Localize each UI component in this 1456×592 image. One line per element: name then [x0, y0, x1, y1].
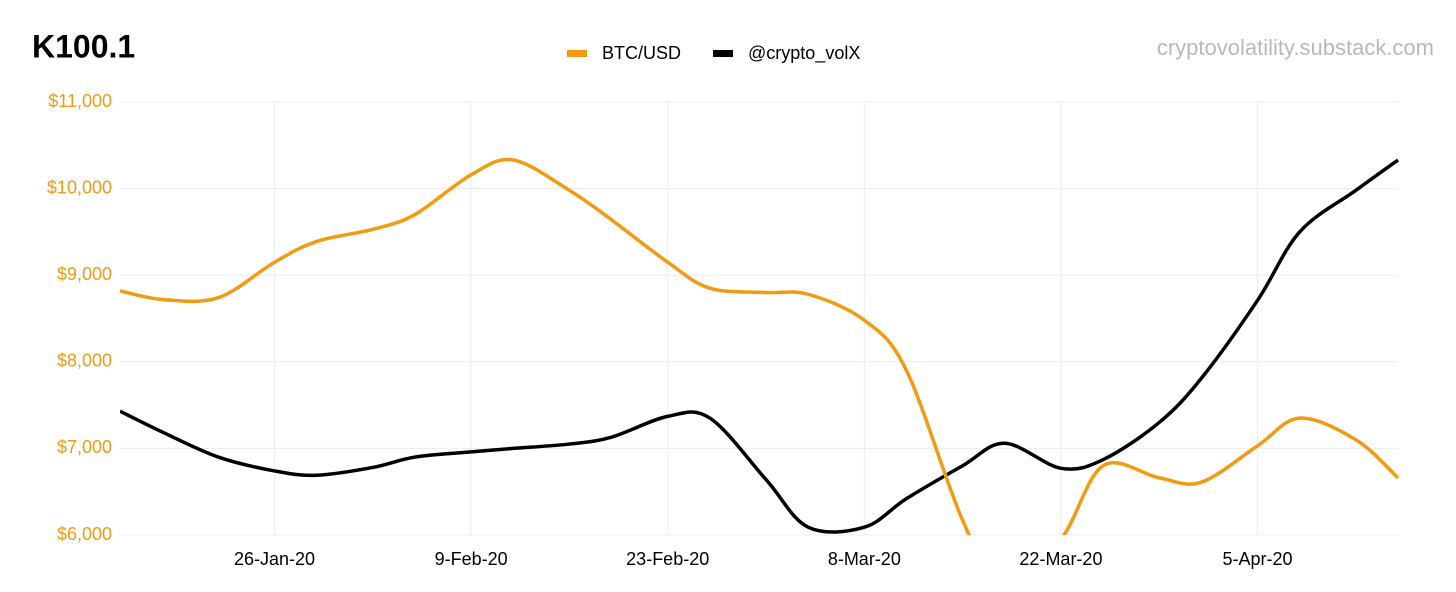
y-tick-label: $10,000 [47, 177, 112, 197]
y-tick-label: $11,000 [48, 91, 112, 111]
y-tick-label: $9,000 [57, 264, 112, 284]
legend-label: @crypto_volX [748, 43, 860, 64]
x-tick-label: 9-Feb-20 [435, 549, 508, 569]
x-tick-label: 26-Jan-20 [234, 549, 315, 569]
y-tick-label: $6,000 [57, 524, 112, 544]
chart-title: K100.1 [32, 28, 135, 64]
line [120, 158, 1400, 534]
x-tick-label: 22-Mar-20 [1019, 549, 1102, 569]
legend-swatch [567, 50, 587, 57]
x-tick-label: 23-Feb-20 [626, 549, 709, 569]
line [120, 157, 1400, 535]
legend-swatch [713, 50, 734, 57]
source: cryptovolatility.substack.com [1157, 35, 1434, 60]
y-tick-label: $8,000 [57, 351, 112, 371]
legend-label: BTC/USD [602, 43, 681, 63]
legend: BTC/USD @crypto_volX [567, 43, 860, 64]
x-tick-label: 8-Mar-20 [828, 549, 901, 569]
x-tick-label: 5-Apr-20 [1223, 549, 1293, 569]
y-tick-label: $7,000 [57, 437, 112, 457]
